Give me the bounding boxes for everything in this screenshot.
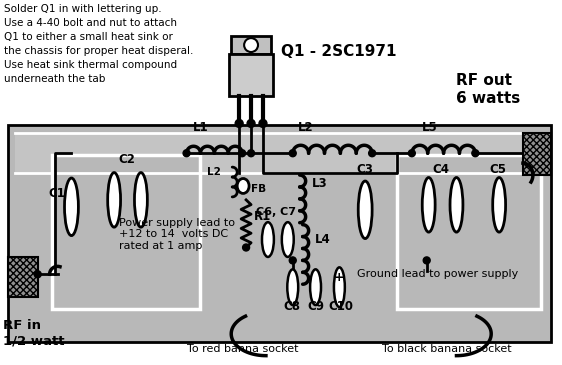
Ellipse shape xyxy=(334,267,345,307)
Text: L2: L2 xyxy=(298,122,314,134)
Ellipse shape xyxy=(287,269,298,305)
Text: L2: L2 xyxy=(207,167,221,177)
Text: C10: C10 xyxy=(329,300,354,313)
Circle shape xyxy=(248,150,255,157)
Ellipse shape xyxy=(134,173,147,227)
Circle shape xyxy=(183,150,190,157)
Text: Q1 - 2SC1971: Q1 - 2SC1971 xyxy=(281,43,396,58)
Bar xyxy=(397,155,541,309)
Text: To red banna socket: To red banna socket xyxy=(187,344,298,354)
Text: C4: C4 xyxy=(432,163,449,176)
Circle shape xyxy=(247,119,255,127)
Circle shape xyxy=(423,257,430,264)
Bar xyxy=(8,126,551,342)
Bar xyxy=(8,257,38,297)
Circle shape xyxy=(289,257,296,264)
Text: +: + xyxy=(334,271,345,284)
Bar xyxy=(523,133,551,175)
Circle shape xyxy=(34,271,41,278)
Bar xyxy=(231,36,271,54)
Ellipse shape xyxy=(358,181,372,239)
Text: FB: FB xyxy=(251,184,266,194)
Text: C5: C5 xyxy=(490,163,507,176)
Text: RF in: RF in xyxy=(3,319,41,332)
Text: Power supply lead to
+12 to 14  volts DC
rated at 1 amp: Power supply lead to +12 to 14 volts DC … xyxy=(119,218,235,251)
Bar xyxy=(52,155,201,309)
Bar xyxy=(229,54,273,96)
Text: R1: R1 xyxy=(254,210,271,223)
Circle shape xyxy=(259,119,267,127)
Circle shape xyxy=(244,38,258,52)
Ellipse shape xyxy=(450,177,463,232)
Text: Solder Q1 in with lettering up.
Use a 4-40 bolt and nut to attach
Q1 to either a: Solder Q1 in with lettering up. Use a 4-… xyxy=(4,4,193,84)
Text: RF out: RF out xyxy=(456,73,513,88)
Text: 6 watts: 6 watts xyxy=(456,91,521,106)
Circle shape xyxy=(235,119,243,127)
Ellipse shape xyxy=(493,177,506,232)
Text: C1: C1 xyxy=(48,187,65,200)
Circle shape xyxy=(289,150,296,157)
Ellipse shape xyxy=(237,178,249,193)
Text: C3: C3 xyxy=(357,163,374,176)
Text: L3: L3 xyxy=(311,177,327,190)
Ellipse shape xyxy=(65,178,78,235)
Circle shape xyxy=(409,150,415,157)
Ellipse shape xyxy=(108,173,121,227)
Text: Ground lead to power supply: Ground lead to power supply xyxy=(357,269,519,279)
Circle shape xyxy=(239,150,246,157)
Text: L4: L4 xyxy=(315,233,330,246)
Text: To black banana socket: To black banana socket xyxy=(382,344,511,354)
Text: 1/2 watt: 1/2 watt xyxy=(3,335,65,348)
Bar xyxy=(15,133,544,173)
Text: L5: L5 xyxy=(422,122,437,134)
Ellipse shape xyxy=(262,222,274,257)
Text: L1: L1 xyxy=(193,122,209,134)
Text: C9: C9 xyxy=(307,300,324,313)
Text: C2: C2 xyxy=(119,153,135,166)
Text: C6, C7: C6, C7 xyxy=(256,207,296,217)
Ellipse shape xyxy=(422,177,435,232)
Ellipse shape xyxy=(282,222,294,257)
Circle shape xyxy=(243,244,250,251)
Ellipse shape xyxy=(310,269,321,305)
Circle shape xyxy=(369,150,375,157)
Text: C8: C8 xyxy=(283,300,300,313)
Circle shape xyxy=(472,150,479,157)
